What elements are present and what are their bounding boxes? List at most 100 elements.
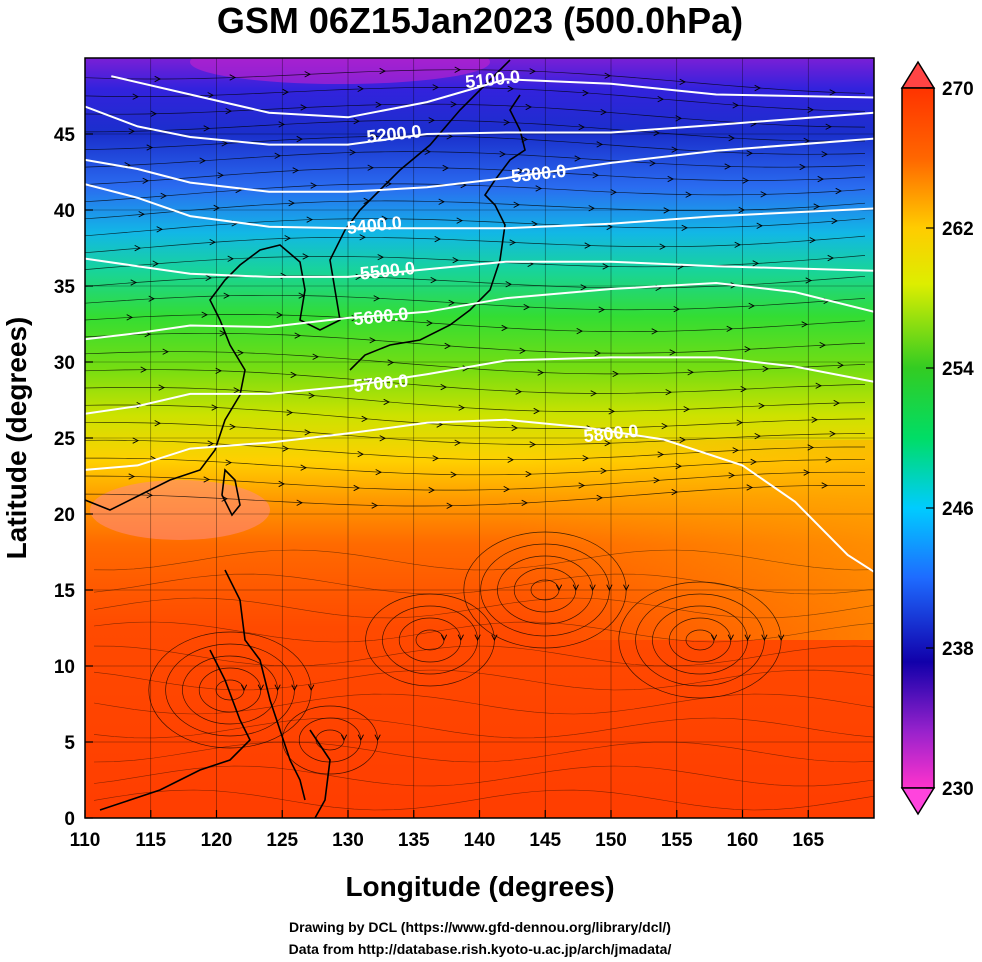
streamline-arrow [673, 306, 680, 313]
streamline-arrow [132, 93, 139, 100]
streamline-arrow [302, 253, 309, 260]
streamline-arrow [667, 175, 674, 183]
streamline-arrow [282, 88, 289, 96]
streamline-arrow [292, 167, 299, 174]
x-tick-label: 115 [135, 830, 166, 851]
x-tick-label: 135 [398, 830, 430, 851]
wind-streamlines [85, 66, 874, 811]
colorbar-tick-label: 238 [942, 639, 974, 660]
streamline-arrow [734, 241, 741, 248]
colorbar-gradient [901, 87, 935, 789]
streamline-arrow [606, 223, 613, 231]
streamline-arrow [454, 66, 461, 73]
streamline-arrow [778, 634, 785, 641]
streamline-arrow [374, 734, 381, 741]
grid-lines [85, 58, 874, 818]
streamline-arrow [815, 382, 822, 389]
streamline-arrow [426, 319, 433, 327]
streamline-arrow [584, 242, 591, 249]
contour-line [85, 105, 874, 146]
y-axis-ticks: 0 5 10 15 20 25 30 35 40 45 [54, 125, 93, 830]
streamline-arrow [357, 734, 364, 741]
streamline-arrow [600, 467, 607, 475]
streamline-arrow [799, 163, 806, 171]
streamline-arrow [821, 482, 828, 489]
streamline-arrow [361, 415, 368, 423]
streamline-arrow [531, 220, 538, 228]
streamline-arrow [312, 353, 319, 360]
streamline-arrow [807, 444, 814, 451]
streamline-arrow [827, 254, 834, 262]
streamline-arrow [515, 388, 522, 395]
map-title: GSM 06Z15Jan2023 (500.0hPa) [217, 0, 743, 41]
streamline [93, 669, 874, 691]
streamline [93, 645, 874, 667]
x-tick-label: 160 [727, 830, 759, 851]
streamline-arrow [612, 370, 619, 378]
streamline-arrow [499, 150, 506, 158]
streamline-arrow [525, 103, 532, 111]
streamline-arrow [379, 67, 386, 75]
streamline-arrow [517, 167, 524, 175]
streamline-arrow [291, 684, 298, 691]
streamline-arrow [761, 634, 768, 641]
streamline-arrow [296, 135, 303, 143]
streamline [93, 717, 874, 739]
streamline-arrow [130, 279, 137, 286]
streamline [93, 693, 874, 715]
y-tick-label: 20 [54, 505, 75, 526]
streamline-arrow [371, 133, 378, 140]
streamline-arrow [158, 384, 165, 391]
streamline [85, 332, 866, 354]
streamline-arrow [383, 398, 390, 406]
streamline-arrow [604, 72, 611, 79]
streamline-arrow [462, 365, 469, 372]
x-tick-label: 155 [661, 830, 693, 851]
contour-line [111, 75, 874, 119]
streamline-arrow [651, 328, 658, 335]
streamline [93, 765, 874, 787]
streamline [85, 151, 866, 168]
streamline-arrow [128, 473, 135, 480]
streamline-arrow [308, 392, 315, 399]
streamline-arrow [582, 89, 589, 97]
streamline-arrow [140, 366, 147, 373]
streamline [85, 119, 866, 142]
streamline-arrow [736, 419, 743, 426]
streamline-arrow [442, 164, 449, 172]
streamline-arrow [681, 224, 688, 231]
streamline [85, 369, 866, 394]
streamline-arrow [523, 303, 530, 311]
streamline [93, 741, 874, 763]
streamline-arrow [661, 422, 668, 430]
streamline-arrow [223, 292, 230, 299]
streamline-arrow [758, 402, 765, 409]
streamline-arrow [458, 404, 465, 411]
streamline [85, 135, 866, 155]
x-tick-label: 125 [266, 830, 298, 851]
streamline-arrow [306, 216, 313, 223]
streamline [93, 549, 874, 571]
x-axis-label: Longitude (degrees) [345, 871, 614, 902]
colorbar-ticks: 230 238 246 254 262 270 [926, 79, 974, 800]
streamline [93, 573, 874, 595]
streamline [85, 422, 866, 445]
streamline-arrow [732, 102, 739, 109]
streamline-arrow [529, 68, 536, 75]
streamline-arrow [203, 476, 210, 483]
contour-line [85, 356, 874, 415]
streamline-arrow [304, 429, 311, 436]
streamline-arrow [294, 332, 301, 339]
streamline-arrow [201, 311, 208, 318]
y-tick-label: 0 [64, 809, 75, 830]
streamline-arrow [217, 172, 224, 179]
streamline-arrow [233, 387, 240, 394]
streamline-arrow [300, 104, 307, 111]
contour-line [85, 418, 874, 573]
streamline-arrow [274, 152, 281, 159]
streamline-arrow [727, 634, 734, 641]
x-tick-label: 150 [595, 830, 627, 851]
streamline-arrow [286, 409, 293, 416]
streamline-arrow [438, 198, 445, 205]
streamline-arrow [229, 74, 236, 81]
